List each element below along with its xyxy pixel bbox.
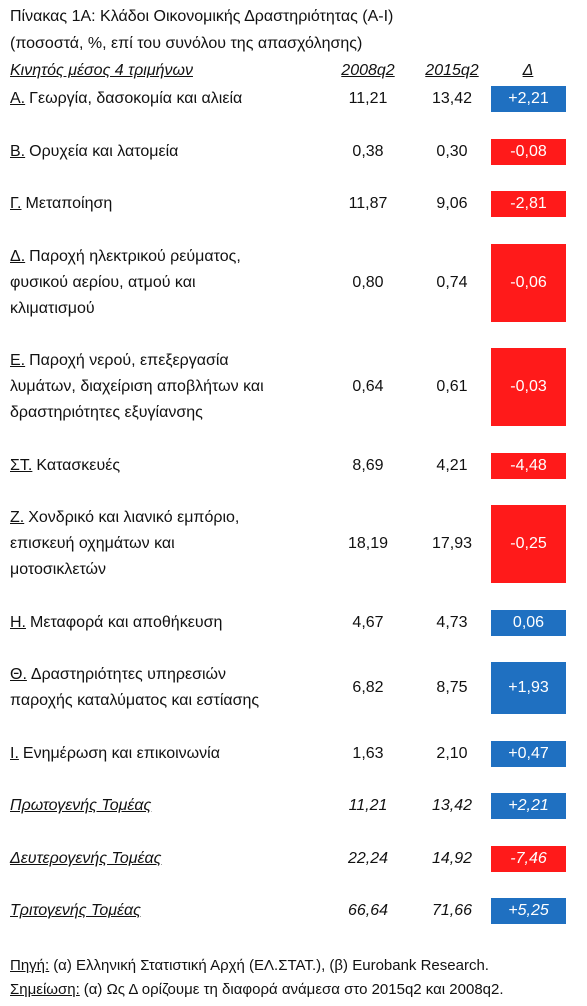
value-2008: 11,87 (348, 195, 388, 212)
value-2015: 13,42 (431, 797, 473, 814)
row-code: Α. (10, 90, 26, 107)
value-2008: 6,82 (352, 679, 384, 696)
row-text: παροχής καταλύματος και εστίασης (10, 692, 260, 709)
row-code: Β. (10, 142, 26, 160)
delta-cell: -0,25 (491, 505, 566, 583)
value-2008: 1,63 (352, 744, 384, 762)
note-text: (α) Ως Δ ορίζουμε τη διαφορά ανάμεσα στο… (83, 981, 504, 998)
row-code: Γ. (10, 195, 22, 212)
value-2015: 0,30 (436, 142, 468, 160)
value-2015: 0,61 (436, 378, 468, 395)
source-note: Πηγή: (α) Ελληνική Στατιστική Αρχή (ΕΛ.ΣΤ… (10, 957, 489, 974)
row-label: λυμάτων, διαχείριση αποβλήτων και (10, 374, 264, 400)
delta-cell: -0,03 (491, 348, 566, 426)
row-text: κλιματισμού (10, 299, 95, 317)
row-code: Η. (10, 613, 26, 631)
row-code: Δ. (10, 247, 26, 265)
delta-cell: -7,46 (491, 845, 566, 872)
row-label: Β. Ορυχεία και λατομεία (10, 139, 178, 165)
method-note: Σημείωση: (α) Ως Δ ορίζουμε τη διαφορά αν… (10, 981, 504, 998)
row-label: φυσικού αερίου, ατμού και (10, 270, 196, 296)
row-label: δραστηριότητες εξυγίανσης (10, 400, 203, 426)
row-code: Ι. (10, 744, 19, 762)
delta-cell: +2,21 (491, 86, 566, 112)
row-text: μοτοσικλετών (10, 561, 107, 578)
row-label: κλιματισμού (10, 296, 95, 322)
value-2015: 9,06 (436, 195, 468, 212)
delta-cell: +5,25 (491, 898, 566, 924)
value-2008: 11,21 (348, 90, 388, 107)
row-label: Α. Γεωργία, δασοκομία και αλιεία (10, 86, 242, 112)
sector-label: Τριτογενής Τομέας (10, 902, 141, 919)
row-text: Κατασκευές (36, 456, 121, 474)
column-header: 2015q2 (425, 62, 479, 79)
subtitle: (ποσοστά, %, επί του συνόλου της απασχόλ… (10, 35, 363, 52)
row-text: φυσικού αερίου, ατμού και (10, 273, 196, 291)
sector-label: Δευτερογενής Τομέας (10, 849, 162, 867)
value-2008: 18,19 (347, 535, 389, 552)
row-label: ΣΤ. Κατασκευές (10, 453, 120, 479)
row-label: Γ. Μεταποίηση (10, 191, 112, 217)
row-label: Ι. Ενημέρωση και επικοινωνία (10, 741, 220, 767)
value-2015: 4,21 (436, 456, 468, 474)
note-label: Σημείωση: (10, 981, 80, 998)
value-2015: 13,42 (431, 90, 473, 107)
value-2008: 66,64 (347, 902, 389, 919)
row-text: Παροχή ηλεκτρικού ρεύματος, (29, 247, 241, 265)
source-label: Πηγή: (10, 957, 50, 974)
row-text: Μεταποίηση (25, 195, 113, 212)
row-label: μοτοσικλετών (10, 557, 106, 583)
value-2015: 0,74 (436, 273, 468, 291)
value-2015: 2,10 (436, 744, 468, 762)
row-text: Δραστηριότητες υπηρεσιών (30, 666, 227, 683)
row-label: Ε. Παροχή νερού, επεξεργασία (10, 348, 229, 374)
delta-cell: 0,06 (491, 609, 566, 636)
delta-cell: -0,06 (491, 243, 566, 322)
row-text: Μεταφορά και αποθήκευση (30, 613, 223, 631)
value-2015: 8,75 (436, 679, 468, 696)
delta-cell: -4,48 (491, 452, 566, 479)
value-2015: 14,92 (431, 849, 473, 867)
row-label: Δ. Παροχή ηλεκτρικού ρεύματος, (10, 244, 241, 270)
value-2008: 0,64 (352, 378, 384, 395)
row-text: Χονδρικό και λιανικό εμπόριο, (28, 509, 240, 526)
column-header: 2008q2 (341, 62, 395, 79)
sector-label: Πρωτογενής Τομέας (10, 797, 152, 814)
delta-cell: +0,47 (491, 740, 566, 767)
value-2015: 17,93 (431, 535, 473, 552)
row-label: παροχής καταλύματος και εστίασης (10, 688, 259, 714)
value-2008: 11,21 (348, 797, 388, 814)
title: Πίνακας 1Α: Κλάδοι Οικονομικής Δραστηριό… (10, 8, 394, 25)
value-2008: 22,24 (347, 849, 389, 867)
delta-cell: -0,08 (491, 138, 566, 165)
column-header: Δ (522, 62, 534, 79)
row-text: Ορυχεία και λατομεία (29, 142, 179, 160)
row-text: Παροχή νερού, επεξεργασία (29, 352, 229, 369)
row-text: Ενημέρωση και επικοινωνία (22, 744, 220, 762)
row-label: επισκευή οχημάτων και (10, 531, 175, 557)
row-text: επισκευή οχημάτων και (10, 535, 175, 552)
row-text: δραστηριότητες εξυγίανσης (10, 404, 203, 421)
delta-cell: +1,93 (491, 662, 566, 714)
value-2008: 0,38 (352, 142, 384, 160)
row-label: Ζ. Χονδρικό και λιανικό εμπόριο, (10, 505, 239, 531)
row-text: λυμάτων, διαχείριση αποβλήτων και (10, 378, 264, 395)
delta-cell: +2,21 (491, 793, 566, 819)
row-code: Ζ. (10, 509, 25, 526)
value-2008: 8,69 (352, 456, 384, 474)
value-2015: 4,73 (436, 613, 468, 631)
row-code: Θ. (10, 666, 27, 683)
row-code: ΣΤ. (10, 456, 33, 474)
value-2008: 4,67 (352, 613, 384, 631)
value-2008: 0,80 (352, 273, 384, 291)
delta-cell: -2,81 (491, 191, 566, 217)
value-2015: 71,66 (431, 902, 473, 919)
row-label: Η. Μεταφορά και αποθήκευση (10, 610, 222, 636)
row-code: Ε. (10, 352, 26, 369)
row-label: Θ. Δραστηριότητες υπηρεσιών (10, 662, 226, 688)
row-text: Γεωργία, δασοκομία και αλιεία (29, 90, 243, 107)
column-header: Κινητός μέσος 4 τριμήνων (10, 62, 193, 79)
source-text: (α) Ελληνική Στατιστική Αρχή (ΕΛ.ΣΤΑΤ.),… (53, 957, 489, 974)
